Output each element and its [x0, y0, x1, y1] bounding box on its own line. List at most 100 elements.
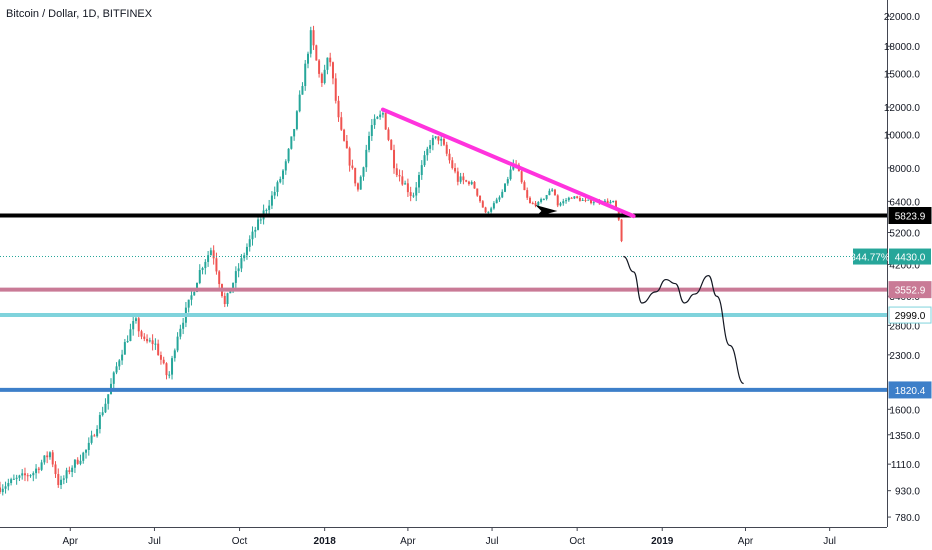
candle-body: [312, 30, 315, 46]
candle-body: [154, 343, 157, 345]
candle-body: [134, 318, 137, 322]
candle-body: [565, 200, 568, 202]
candle-body: [340, 117, 343, 130]
candle-body: [82, 452, 85, 461]
candle-body: [440, 138, 443, 141]
candle-body: [384, 113, 387, 130]
level-price-label-bg: [888, 381, 932, 399]
candle-body: [481, 201, 484, 208]
x-tick-label: Apr: [63, 536, 79, 547]
candle-body: [79, 460, 82, 464]
percent-label: 344.77%: [850, 253, 890, 264]
candle-body: [243, 255, 246, 259]
candle-body: [15, 477, 18, 479]
candle-body: [118, 360, 121, 367]
candle-body: [334, 78, 337, 101]
candle-body: [456, 171, 459, 182]
candle-body: [551, 189, 554, 191]
candle-body: [337, 100, 340, 118]
candle-body: [98, 415, 101, 430]
candle-body: [179, 328, 182, 337]
candle-body: [417, 175, 420, 188]
candle-body: [431, 137, 434, 146]
candle-body: [37, 468, 40, 470]
candle-body: [32, 473, 35, 476]
candle-body: [590, 199, 593, 204]
candlestick-series: [0, 25, 623, 496]
candle-body: [376, 117, 379, 119]
candle-body: [359, 176, 362, 190]
candle-body: [553, 189, 556, 196]
candle-body: [87, 442, 90, 450]
candle-body: [573, 196, 576, 199]
candle-body: [614, 201, 617, 210]
x-tick-label: Oct: [569, 536, 585, 547]
candle-body: [362, 167, 365, 177]
candle-body: [323, 69, 326, 83]
candle-body: [287, 148, 290, 162]
candle-body: [570, 197, 573, 199]
trendline: [380, 107, 636, 219]
candle-body: [73, 459, 76, 468]
candle-body: [276, 182, 279, 192]
candle-body: [467, 181, 470, 185]
level-price-label-bg: [888, 306, 932, 324]
candle-body: [412, 195, 415, 197]
candle-body: [123, 342, 126, 355]
candle-body: [523, 182, 526, 191]
x-tick-label: Jul: [148, 536, 161, 547]
x-tick-label: Jul: [823, 536, 836, 547]
candle-body: [90, 435, 93, 443]
candle-body: [57, 474, 60, 485]
candle-body: [209, 250, 212, 256]
candle-body: [60, 479, 63, 485]
candle-body: [620, 219, 623, 242]
y-tick-label: 2300.0: [889, 351, 920, 362]
candle-body: [423, 155, 426, 166]
candle-body: [65, 470, 68, 479]
percent-label-bg: [853, 248, 887, 265]
candle-body: [198, 270, 201, 283]
candle-body: [182, 322, 185, 329]
candle-body: [43, 455, 46, 463]
candle-body: [282, 170, 285, 180]
candle-body: [168, 374, 171, 376]
candle-body: [562, 201, 565, 204]
y-tick-label: 22000.0: [884, 12, 921, 23]
candle-body: [173, 350, 176, 359]
candle-body: [504, 183, 507, 192]
candle-body: [354, 167, 357, 184]
candle-body: [268, 205, 271, 210]
candle-body: [251, 231, 254, 240]
y-tick-label: 5200.0: [889, 228, 920, 239]
candle-body: [484, 207, 487, 213]
x-tick-label: 2018: [314, 536, 337, 547]
candle-body: [93, 435, 96, 437]
candle-body: [381, 113, 384, 115]
candle-body: [101, 412, 104, 416]
candle-body: [279, 179, 282, 183]
candle-body: [35, 468, 38, 474]
y-tick-label: 930.0: [895, 487, 920, 498]
candle-body: [232, 282, 235, 292]
candle-body: [171, 358, 174, 375]
candle-body: [495, 199, 498, 204]
candle-body: [459, 176, 462, 182]
candle-body: [259, 219, 262, 221]
candle-body: [68, 470, 71, 472]
candle-body: [526, 190, 529, 198]
candle-body: [196, 282, 199, 293]
y-tick-label: 780.0: [895, 513, 920, 524]
candle-body: [129, 329, 132, 342]
candle-body: [426, 148, 429, 156]
candle-body: [348, 148, 351, 166]
candle-body: [351, 165, 354, 168]
y-tick-label: 1110.0: [891, 460, 921, 471]
candle-body: [556, 195, 559, 206]
candle-body: [240, 258, 243, 269]
candle-body: [320, 73, 323, 83]
candle-body: [115, 366, 118, 373]
candle-body: [85, 449, 88, 453]
candle-body: [190, 295, 193, 300]
